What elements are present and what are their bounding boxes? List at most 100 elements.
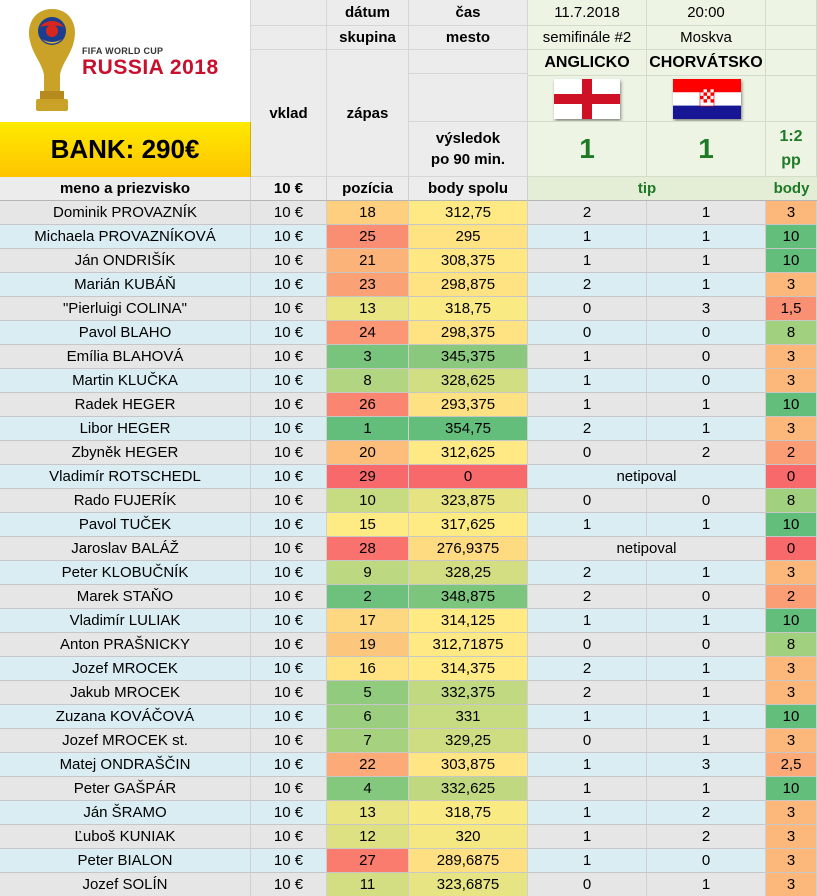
participant-points: 3 [766,681,817,705]
participant-tip-away: 1 [647,249,766,273]
participant-stake: 10 € [251,393,327,417]
participant-tip-away: 0 [647,633,766,657]
participant-total: 314,375 [409,657,528,681]
participant-stake: 10 € [251,825,327,849]
participant-tip-away: 2 [647,441,766,465]
participant-total: 323,6875 [409,873,528,896]
participant-stake: 10 € [251,681,327,705]
participant-position: 11 [327,873,409,896]
header-vysledok-line2: po 90 min. [430,151,506,168]
participant-stake: 10 € [251,249,327,273]
participant-name: Rado FUJERÍK [0,489,251,513]
participant-position: 17 [327,609,409,633]
participant-total: 317,625 [409,513,528,537]
fifa-logo-cell: FIFA WORLD CUP RUSSIA 2018 [0,0,251,122]
participant-tip-away: 1 [647,777,766,801]
participant-total: 329,25 [409,729,528,753]
participant-position: 29 [327,465,409,489]
participant-tip-home: 2 [528,417,647,441]
logo-line-2: RUSSIA 2018 [82,56,219,79]
header-vysledok: výsledok po 90 min. [409,122,528,177]
participant-name: Matej ONDRAŠČIN [0,753,251,777]
participant-name: Marián KUBÁŇ [0,273,251,297]
participant-tip-away: 1 [647,513,766,537]
participant-tip-away: 0 [647,369,766,393]
participant-stake: 10 € [251,489,327,513]
participant-tip-home: 2 [528,561,647,585]
participant-position: 13 [327,801,409,825]
participant-total: 318,75 [409,801,528,825]
participant-tip-away: 1 [647,393,766,417]
team-away-name: CHORVÁTSKO [647,50,766,76]
participant-tip-home: 1 [528,609,647,633]
participant-tip-away: 1 [647,705,766,729]
participant-total: 323,875 [409,489,528,513]
participant-stake: 10 € [251,609,327,633]
participant-name: Dominik PROVAZNÍK [0,201,251,225]
participant-name: Ján ŠRAMO [0,801,251,825]
participant-points: 1,5 [766,297,817,321]
col-head-name: meno a priezvisko [0,177,251,201]
participant-tip-home: 1 [528,753,647,777]
participant-total: 293,375 [409,393,528,417]
participant-position: 8 [327,369,409,393]
participant-tip-home: 0 [528,441,647,465]
participant-name: Jozef MROCEK [0,657,251,681]
participant-points: 3 [766,849,817,873]
participant-tip-away: 1 [647,201,766,225]
participant-position: 20 [327,441,409,465]
participant-tip-away: 2 [647,801,766,825]
participant-tip-home: 0 [528,633,647,657]
participant-stake: 10 € [251,273,327,297]
participant-total: 312,625 [409,441,528,465]
participant-name: Libor HEGER [0,417,251,441]
participant-total: 312,75 [409,201,528,225]
match-city: Moskva [647,26,766,50]
participant-name: Ján ONDRIŠÍK [0,249,251,273]
participant-points: 3 [766,729,817,753]
participant-position: 24 [327,321,409,345]
participant-points: 10 [766,609,817,633]
participant-points: 3 [766,417,817,441]
participant-tip-away: 2 [647,825,766,849]
participant-points: 3 [766,873,817,896]
participant-stake: 10 € [251,369,327,393]
participant-name: Ľuboš KUNIAK [0,825,251,849]
participant-stake: 10 € [251,345,327,369]
participant-total: 331 [409,705,528,729]
participant-tip-home: 1 [528,849,647,873]
croatia-flag-icon [673,79,741,119]
participant-name: Jozef SOLÍN [0,873,251,896]
participant-position: 3 [327,345,409,369]
participant-stake: 10 € [251,585,327,609]
participant-total: 0 [409,465,528,489]
team-away-flag-cell [647,76,766,122]
participant-points: 10 [766,225,817,249]
participant-stake: 10 € [251,873,327,896]
participant-tip-away: 1 [647,417,766,441]
participant-position: 9 [327,561,409,585]
participant-total: 295 [409,225,528,249]
participant-tip-away: 3 [647,753,766,777]
participant-points: 3 [766,369,817,393]
participant-stake: 10 € [251,465,327,489]
participant-points: 3 [766,345,817,369]
participant-tip-home: 0 [528,297,647,321]
participant-tip-away: 3 [647,297,766,321]
participant-total: 348,875 [409,585,528,609]
participant-position: 2 [327,585,409,609]
participant-points: 0 [766,537,817,561]
header-blank-3 [409,50,528,74]
participant-position: 28 [327,537,409,561]
participant-tip-away: 0 [647,585,766,609]
participant-name: Zuzana KOVÁČOVÁ [0,705,251,729]
participant-tip-home: 1 [528,825,647,849]
participant-points: 3 [766,561,817,585]
participant-tip-home: 1 [528,345,647,369]
participant-name: Peter GAŠPÁR [0,777,251,801]
participant-tip-home: 2 [528,657,647,681]
participant-position: 22 [327,753,409,777]
score-ratio: 1:2 pp [766,122,817,177]
match-date: 11.7.2018 [528,0,647,26]
